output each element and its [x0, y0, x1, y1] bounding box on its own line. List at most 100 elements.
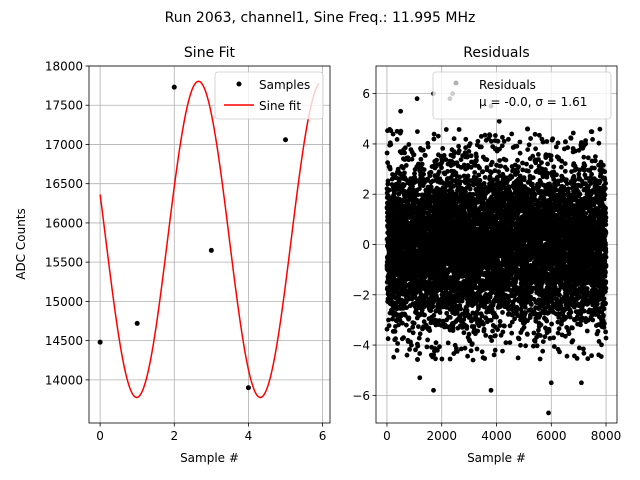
residual-point: [458, 179, 463, 185]
residual-point: [458, 306, 463, 312]
residual-point: [404, 305, 410, 310]
residual-point: [490, 328, 495, 334]
residual-point: [466, 331, 472, 337]
sine-fit-grid: [89, 65, 330, 423]
legend-samples-marker: [236, 81, 242, 87]
residual-point: [443, 157, 449, 163]
residual-point: [452, 150, 457, 156]
residual-point: [402, 145, 408, 151]
figure-suptitle: Run 2063, channel1, Sine Freq.: 11.995 M…: [165, 10, 476, 26]
residual-point: [396, 322, 401, 328]
residual-point: [414, 178, 420, 184]
residual-point: [463, 136, 469, 142]
residual-point: [516, 336, 522, 342]
residual-point: [385, 178, 391, 184]
residual-point: [447, 356, 453, 362]
residual-point: [509, 131, 515, 137]
residual-point: [384, 326, 390, 332]
residual-point: [466, 149, 472, 154]
residual-point: [472, 204, 478, 210]
residual-point: [406, 315, 412, 321]
residual-point: [431, 313, 437, 318]
residual-point: [401, 335, 406, 340]
residual-point: [404, 322, 409, 328]
sine-fit-y-tick-label: 18000: [45, 60, 83, 74]
residual-point: [435, 133, 441, 139]
sample-point: [245, 385, 251, 391]
residual-point: [413, 347, 418, 353]
residual-point: [445, 324, 450, 330]
residual-point: [440, 146, 446, 151]
residual-point: [431, 352, 437, 358]
residual-point: [456, 148, 462, 154]
sine-fit-x-axis-label: Sample #: [180, 451, 239, 465]
residual-point: [401, 182, 407, 188]
residual-point: [433, 340, 439, 346]
residual-point: [415, 192, 421, 198]
sine-fit-y-tick-label: 14500: [45, 334, 83, 348]
residual-point: [439, 159, 445, 165]
residual-point: [475, 310, 480, 316]
residual-point: [388, 142, 394, 148]
sample-point: [171, 84, 177, 90]
residual-point: [451, 154, 456, 159]
residual-point: [415, 343, 421, 349]
residual-point: [385, 160, 390, 166]
residual-point: [410, 324, 416, 330]
residual-point: [443, 289, 449, 294]
sine-fit-y-tick-label: 15000: [45, 295, 83, 309]
residual-point: [415, 357, 420, 362]
residual-point: [386, 187, 392, 193]
sample-point: [134, 320, 140, 326]
residual-point: [393, 336, 398, 342]
residual-point: [412, 205, 418, 211]
residual-point: [482, 175, 488, 180]
residual-point: [506, 298, 512, 304]
residual-point: [402, 150, 407, 156]
residual-point: [417, 351, 423, 356]
residual-point: [386, 323, 392, 329]
sample-point: [283, 137, 289, 143]
residual-point: [484, 157, 490, 163]
residual-point: [447, 315, 453, 320]
residual-point: [385, 336, 391, 342]
residual-point: [498, 163, 504, 169]
residual-point: [462, 210, 468, 216]
residual-point: [406, 328, 412, 333]
sine-fit-frame: [88, 65, 331, 424]
residual-point: [493, 333, 498, 338]
residual-point: [395, 341, 400, 346]
residual-point: [386, 317, 391, 323]
sine-fit-curve: [99, 80, 320, 399]
legend-sine-fit-label: Sine fit: [259, 99, 301, 113]
residual-point: [465, 353, 470, 359]
residual-point: [491, 352, 497, 358]
residual-point: [482, 132, 488, 138]
residual-point: [428, 184, 434, 190]
residual-point: [390, 131, 396, 137]
sample-point: [208, 247, 214, 253]
residual-point: [479, 349, 485, 355]
residual-point: [424, 344, 430, 350]
residual-point: [515, 169, 520, 175]
residual-point: [468, 164, 474, 170]
sine-fit-x-tick-label: 6: [319, 429, 327, 443]
residual-point: [503, 157, 509, 163]
residual-point: [494, 314, 499, 320]
residual-point: [396, 177, 402, 183]
residual-point: [497, 319, 503, 324]
residual-point: [467, 186, 473, 192]
residual-point: [478, 134, 484, 139]
sine-fit-y-tick-label: 16500: [45, 177, 83, 191]
residual-point: [481, 326, 487, 332]
residual-point: [470, 357, 476, 363]
residual-point: [509, 330, 515, 336]
residual-point: [480, 169, 486, 175]
residual-point: [500, 348, 505, 354]
residual-point: [441, 153, 447, 158]
residual-point: [410, 184, 415, 189]
residual-point: [411, 152, 417, 158]
residual-point: [394, 137, 400, 142]
